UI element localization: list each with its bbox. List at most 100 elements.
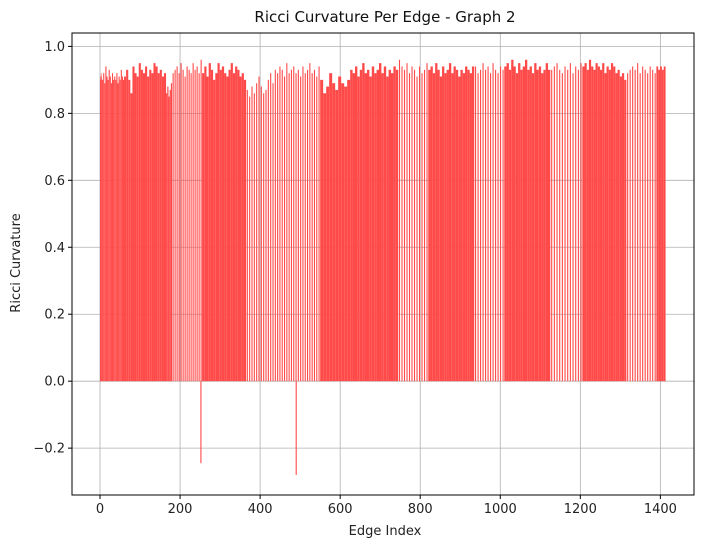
bar-93 [265, 89, 267, 382]
bar-210 [548, 69, 551, 382]
bar-144 [391, 73, 394, 382]
bar-245 [632, 66, 634, 382]
bar-62 [196, 66, 198, 382]
outlier-bar-1 [295, 381, 297, 475]
bar-222 [580, 63, 582, 382]
bar-239 [617, 69, 620, 382]
bar-103 [288, 73, 290, 382]
bar-232 [602, 63, 605, 382]
bar-190 [502, 69, 504, 382]
bar-181 [480, 69, 482, 382]
bar-183 [485, 69, 487, 382]
bar-13 [110, 83, 112, 382]
bar-78 [230, 63, 233, 382]
bar-94 [267, 79, 269, 382]
bar-52 [176, 66, 178, 382]
x-axis-ticks: 0 200 400 600 800 1000 1200 1400 [96, 495, 677, 517]
bar-235 [608, 69, 611, 382]
bar-238 [615, 73, 618, 382]
bar-169 [451, 73, 454, 382]
bar-84 [243, 79, 247, 382]
bar-234 [606, 66, 609, 382]
bar-39 [153, 63, 156, 382]
bar-120 [329, 73, 333, 382]
bar-80 [235, 66, 238, 382]
bar-213 [556, 63, 558, 382]
bar-196 [515, 73, 519, 382]
bar-77 [228, 69, 231, 382]
bar-50 [172, 73, 174, 382]
bar-204 [534, 63, 537, 382]
bar-256 [658, 69, 661, 382]
bar-156 [421, 73, 423, 382]
bar-240 [619, 76, 622, 382]
y-axis-ticks: −0.2 0.0 0.2 0.4 0.6 0.8 1.0 [33, 40, 72, 457]
bar-46 [167, 86, 169, 382]
bar-98 [277, 73, 279, 382]
bar-42 [159, 69, 162, 382]
bar-211 [551, 69, 553, 382]
bar-195 [513, 66, 516, 382]
bar-19 [117, 83, 119, 382]
bar-125 [344, 86, 348, 382]
bar-117 [320, 79, 324, 382]
bar-166 [444, 73, 447, 382]
bar-142 [386, 76, 389, 382]
bar-177 [469, 73, 472, 382]
bar-12 [109, 76, 111, 382]
bar-161 [432, 73, 436, 382]
bar-122 [335, 89, 339, 382]
bar-208 [543, 69, 546, 382]
bar-201 [527, 69, 530, 382]
bar-141 [383, 66, 387, 382]
bar-229 [595, 63, 598, 382]
bar-246 [634, 69, 636, 382]
bar-63 [198, 73, 200, 382]
bar-115 [316, 76, 318, 382]
bar-33 [140, 69, 143, 382]
bar-137 [374, 73, 377, 382]
bar-197 [518, 63, 521, 382]
bar-186 [492, 63, 494, 382]
bar-21 [119, 79, 121, 382]
bar-165 [442, 66, 445, 382]
bar-107 [297, 69, 299, 382]
bar-230 [597, 66, 600, 382]
bar-151 [408, 73, 411, 382]
bar-148 [401, 66, 403, 382]
bar-58 [188, 69, 190, 382]
bar-206 [538, 66, 542, 382]
bar-36 [147, 76, 150, 382]
x-tick-label-5: 1000 [484, 502, 517, 517]
bar-64 [200, 59, 202, 382]
bar-157 [423, 69, 426, 382]
bar-226 [588, 59, 592, 382]
bar-119 [326, 86, 330, 382]
bar-254 [654, 73, 656, 382]
bar-71 [215, 73, 218, 382]
bar-91 [260, 86, 262, 382]
bar-163 [437, 69, 440, 382]
bar-218 [569, 63, 571, 382]
bar-105 [293, 66, 295, 382]
bar-187 [495, 69, 497, 382]
bar-199 [522, 66, 525, 382]
bar-203 [531, 73, 535, 382]
bar-106 [295, 73, 297, 382]
bar-100 [281, 69, 283, 382]
y-tick-label-3: 0.4 [44, 241, 65, 256]
bar-214 [559, 69, 561, 382]
bar-70 [213, 79, 216, 382]
bar-110 [304, 73, 306, 382]
bar-202 [529, 66, 532, 382]
bar-253 [652, 69, 654, 382]
bar-18 [116, 73, 118, 382]
bar-73 [219, 69, 222, 382]
bar-194 [511, 59, 514, 382]
bar-255 [656, 66, 659, 382]
bar-126 [347, 79, 351, 382]
bar-48 [169, 89, 171, 382]
bar-10 [107, 79, 109, 382]
bar-152 [411, 66, 413, 382]
